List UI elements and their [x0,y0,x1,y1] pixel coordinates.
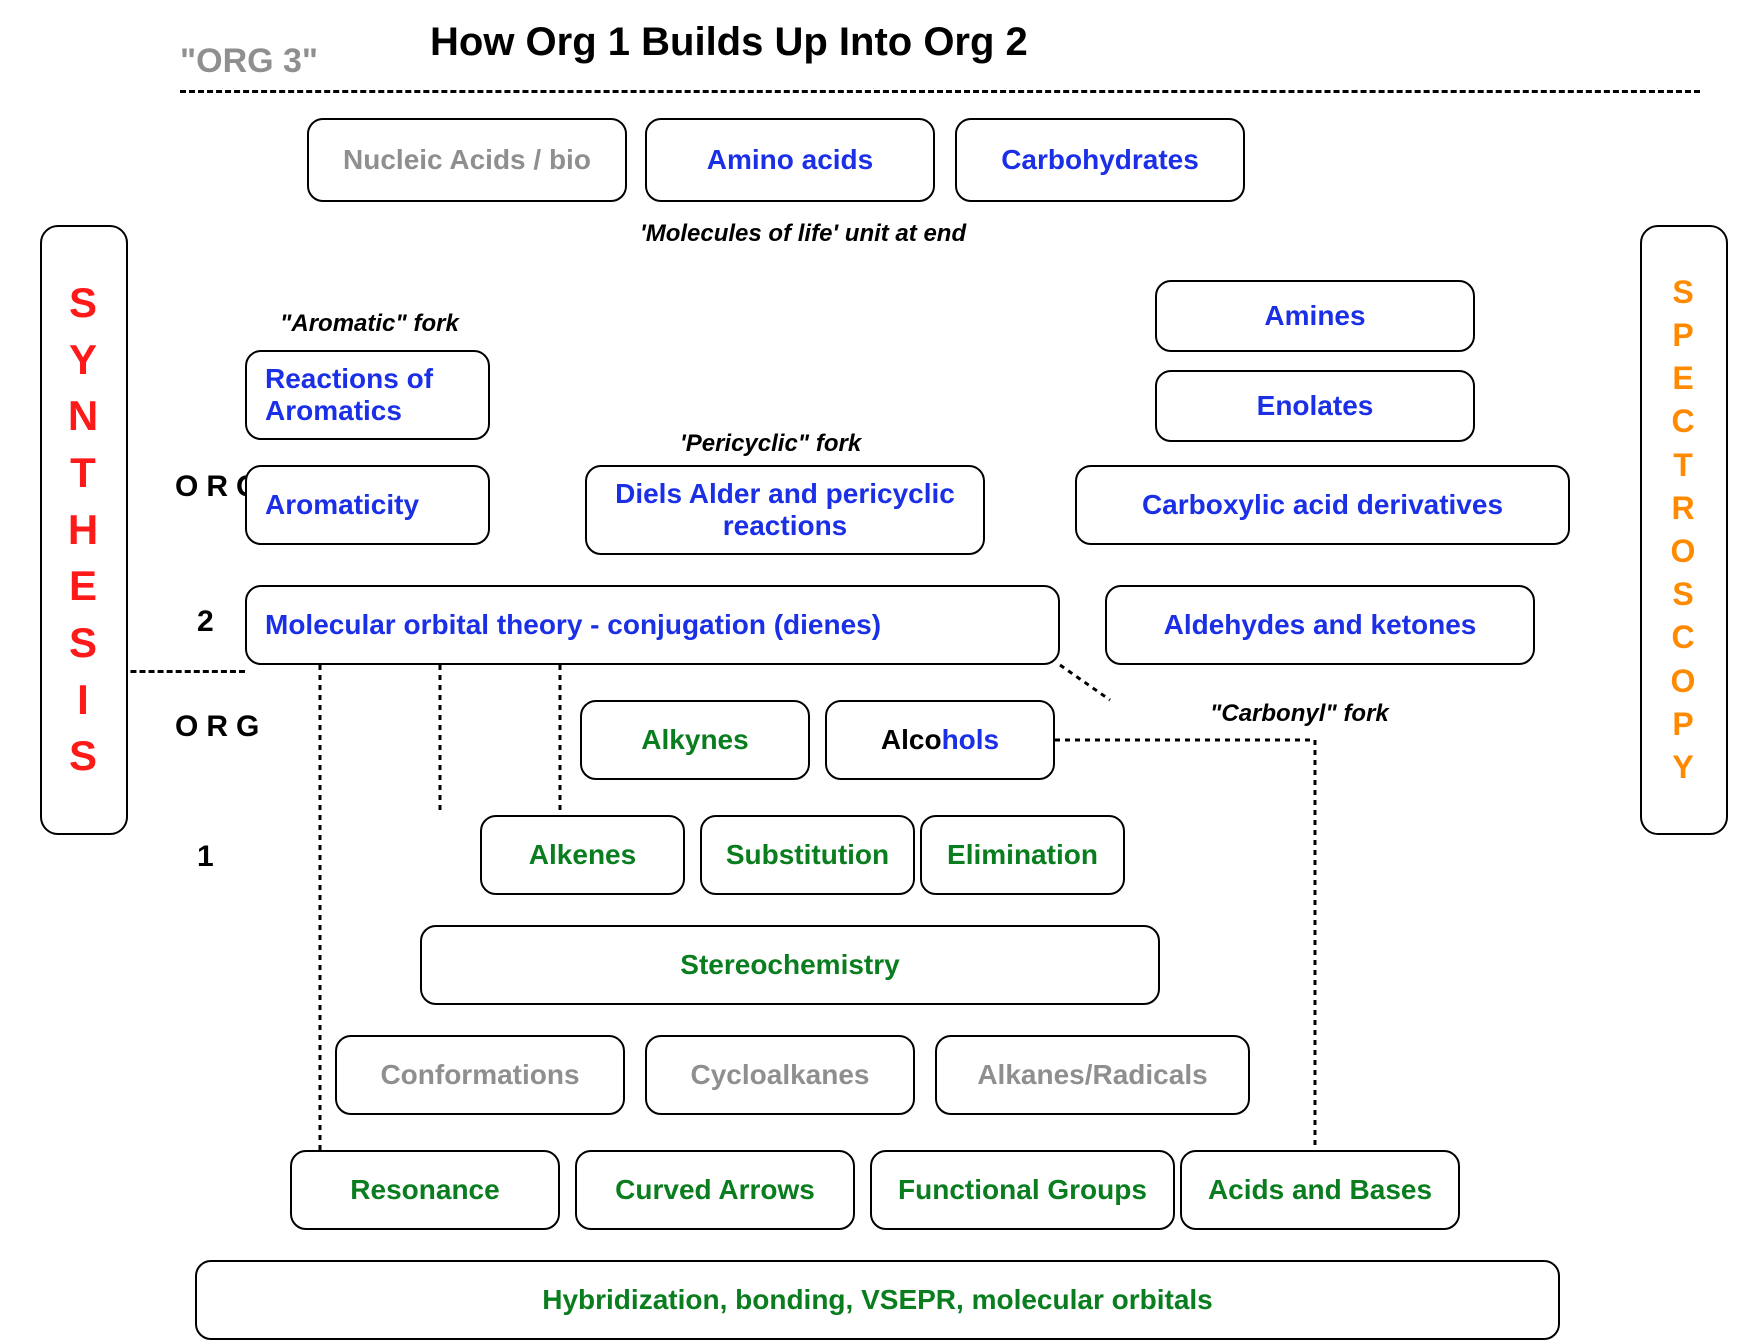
page-title: How Org 1 Builds Up Into Org 2 [430,20,1028,65]
topic-fg: Functional Groups [870,1150,1175,1230]
label-mol-life: 'Molecules of life' unit at end [640,220,966,248]
topic-elimination: Elimination [920,815,1125,895]
topic-alkenes: Alkenes [480,815,685,895]
topic-stereo: Stereochemistry [420,925,1160,1005]
topic-amines: Amines [1155,280,1475,352]
label-org2-b: 2 [197,605,222,639]
divider-line [180,90,1700,93]
topic-ald-ket: Aldehydes and ketones [1105,585,1535,665]
topic-diels: Diels Alder and pericyclic reactions [585,465,985,555]
synthesis-box: SYNTHESIS [40,225,128,835]
topic-alcohols: Alcohols [825,700,1055,780]
topic-alkynes: Alkynes [580,700,810,780]
topic-cycloalkanes: Cycloalkanes [645,1035,915,1115]
topic-curved: Curved Arrows [575,1150,855,1230]
topic-amino: Amino acids [645,118,935,202]
label-carbonyl-fork: "Carbonyl" fork [1210,700,1389,728]
topic-resonance: Resonance [290,1150,560,1230]
diagram-stage: How Org 1 Builds Up Into Org 2 SYNTHESIS S… [0,0,1758,1342]
topic-acids-bases: Acids and Bases [1180,1150,1460,1230]
topic-carbox: Carboxylic acid derivatives [1075,465,1570,545]
topic-enolates: Enolates [1155,370,1475,442]
topic-nucleic: Nucleic Acids / bio [307,118,627,202]
topic-carbs: Carbohydrates [955,118,1245,202]
topic-hybrid: Hybridization, bonding, VSEPR, molecular… [195,1260,1560,1340]
topic-mo-theory: Molecular orbital theory - conjugation (… [245,585,1060,665]
synthesis-label: SYNTHESIS [68,275,100,785]
connector-line [1060,665,1110,700]
topic-substitution: Substitution [700,815,915,895]
label-org1-a: ORG [175,710,267,744]
spectroscopy-box: SPECTROSCOPY [1640,225,1728,835]
topic-aromaticity: Aromaticity [245,465,490,545]
topic-conformations: Conformations [335,1035,625,1115]
label-pericyclic-fork: 'Pericyclic" fork [680,430,861,458]
label-aromatic-fork: "Aromatic" fork [280,310,459,338]
label-org3: "ORG 3" [180,42,318,81]
topic-alkanes-rad: Alkanes/Radicals [935,1035,1250,1115]
spectroscopy-label: SPECTROSCOPY [1671,271,1698,789]
topic-reactions-arom: Reactions of Aromatics [245,350,490,440]
label-org1-b: 1 [197,840,222,874]
